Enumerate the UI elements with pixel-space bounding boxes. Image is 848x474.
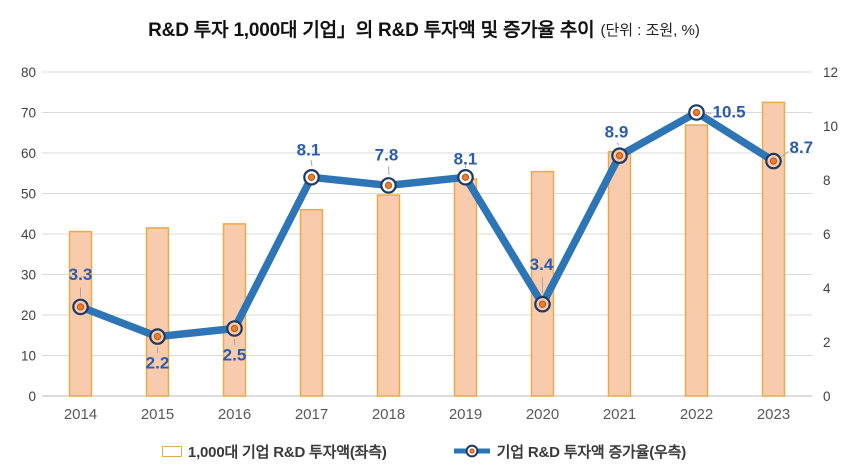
right-tick-0: 0 bbox=[823, 389, 831, 404]
gridlines bbox=[42, 71, 812, 397]
chart-title-text: R&D 투자 1,000대 기업」의 R&D 투자액 및 증가율 추이 bbox=[148, 19, 595, 41]
marker-dot-2022 bbox=[692, 108, 701, 117]
data-label-2019: 8.1 bbox=[454, 149, 478, 168]
marker-dot-2021 bbox=[615, 152, 624, 160]
leader-line bbox=[781, 151, 789, 157]
growth-line bbox=[76, 108, 778, 341]
year-label-2015: 2015 bbox=[141, 406, 174, 423]
left-tick-0: 0 bbox=[28, 389, 36, 404]
year-label-2021: 2021 bbox=[603, 406, 636, 423]
left-tick-20: 20 bbox=[21, 308, 36, 323]
marker-dot-2016 bbox=[230, 324, 239, 333]
marker-dot-2019 bbox=[461, 173, 470, 181]
left-tick-40: 40 bbox=[21, 227, 36, 242]
bars bbox=[68, 101, 786, 397]
trend-line bbox=[76, 108, 778, 341]
legend-item-growth: 기업 R&D 투자액 증가율(우측) bbox=[453, 441, 686, 462]
leader-line bbox=[310, 159, 313, 167]
left-tick-60: 60 bbox=[21, 146, 36, 161]
year-label-2022: 2022 bbox=[680, 406, 713, 423]
year-label-2020: 2020 bbox=[526, 406, 559, 423]
leader-line bbox=[617, 142, 619, 146]
data-label-2017: 8.1 bbox=[297, 140, 321, 159]
chart-title: R&D 투자 1,000대 기업」의 R&D 투자액 및 증가율 추이 (단위 … bbox=[0, 0, 848, 56]
data-labels: 3.3 2.2 2.5 8.1 7.8 8.1 3.4 8.9 10.5 8.7 bbox=[69, 103, 813, 373]
leader-line bbox=[388, 166, 390, 176]
year-label-2018: 2018 bbox=[372, 406, 405, 423]
bar-2018 bbox=[376, 194, 401, 397]
label-leaders bbox=[80, 112, 789, 353]
data-label-2018: 7.8 bbox=[375, 145, 399, 164]
data-label-2022: 10.5 bbox=[713, 103, 746, 122]
marker-dot-2017 bbox=[307, 173, 316, 181]
legend-item-investment: 1,000대 기업 R&D 투자액(좌측) bbox=[161, 441, 387, 462]
legend: 1,000대 기업 R&D 투자액(좌측) 기업 R&D 투자액 증가율(우측) bbox=[0, 432, 848, 470]
marker-dot-2023 bbox=[769, 157, 778, 165]
year-label-2023: 2023 bbox=[757, 406, 790, 423]
right-tick-6: 6 bbox=[823, 227, 831, 242]
data-label-2021: 8.9 bbox=[605, 123, 629, 142]
marker-dot-2015 bbox=[153, 332, 162, 341]
right-tick-2: 2 bbox=[823, 335, 831, 350]
chart-unit-note: (단위 : 조원, %) bbox=[600, 22, 700, 39]
line-series-swatch bbox=[453, 444, 490, 458]
data-label-2020: 3.4 bbox=[530, 255, 554, 274]
left-tick-70: 70 bbox=[21, 106, 36, 121]
legend-label-investment: 1,000대 기업 R&D 투자액(좌측) bbox=[187, 443, 387, 461]
year-label-2016: 2016 bbox=[218, 406, 251, 423]
left-tick-50: 50 bbox=[21, 187, 36, 202]
bar-2015 bbox=[145, 227, 170, 397]
bar-2022 bbox=[684, 124, 709, 397]
data-label-2015: 2.2 bbox=[146, 354, 170, 373]
marker-dot-2014 bbox=[76, 303, 85, 311]
year-label-2019: 2019 bbox=[449, 406, 482, 423]
year-label-2017: 2017 bbox=[295, 406, 328, 423]
bar-2021 bbox=[607, 151, 632, 397]
data-label-2023: 8.7 bbox=[790, 138, 814, 157]
right-axis-ticks: 0 2 4 6 8 10 12 bbox=[823, 65, 838, 404]
left-tick-30: 30 bbox=[21, 268, 36, 283]
bar-2019 bbox=[453, 178, 478, 397]
leader-line bbox=[705, 112, 712, 114]
right-tick-8: 8 bbox=[823, 173, 831, 188]
right-tick-10: 10 bbox=[823, 119, 838, 134]
chart-area: 3.3 2.2 2.5 8.1 7.8 8.1 3.4 8.9 10.5 8.7 0 10 20 30 40… bbox=[0, 56, 848, 430]
data-label-2016: 2.5 bbox=[223, 346, 247, 365]
marker-dot-2018 bbox=[384, 181, 393, 190]
markers bbox=[72, 104, 782, 345]
legend-label-growth: 기업 R&D 투자액 증가율(우측) bbox=[496, 443, 687, 461]
left-tick-80: 80 bbox=[21, 65, 36, 80]
left-tick-10: 10 bbox=[21, 349, 36, 364]
bar-2023 bbox=[761, 101, 786, 397]
bar-2017 bbox=[299, 208, 324, 397]
right-tick-4: 4 bbox=[823, 281, 831, 296]
marker-dot-2020 bbox=[538, 300, 547, 308]
right-tick-12: 12 bbox=[823, 65, 838, 80]
x-axis-labels: 2014 2015 2016 2017 2018 2019 2020 2021 2022 2023 bbox=[64, 406, 790, 423]
data-label-2014: 3.3 bbox=[69, 265, 93, 284]
bar-series-swatch bbox=[161, 445, 182, 457]
year-label-2014: 2014 bbox=[64, 406, 97, 423]
left-axis-ticks: 0 10 20 30 40 50 60 70 80 bbox=[21, 65, 36, 404]
combo-chart: 3.32.2 2.58.1 7.8 8.13.48.910.58.7010203040… bbox=[21, 65, 838, 423]
